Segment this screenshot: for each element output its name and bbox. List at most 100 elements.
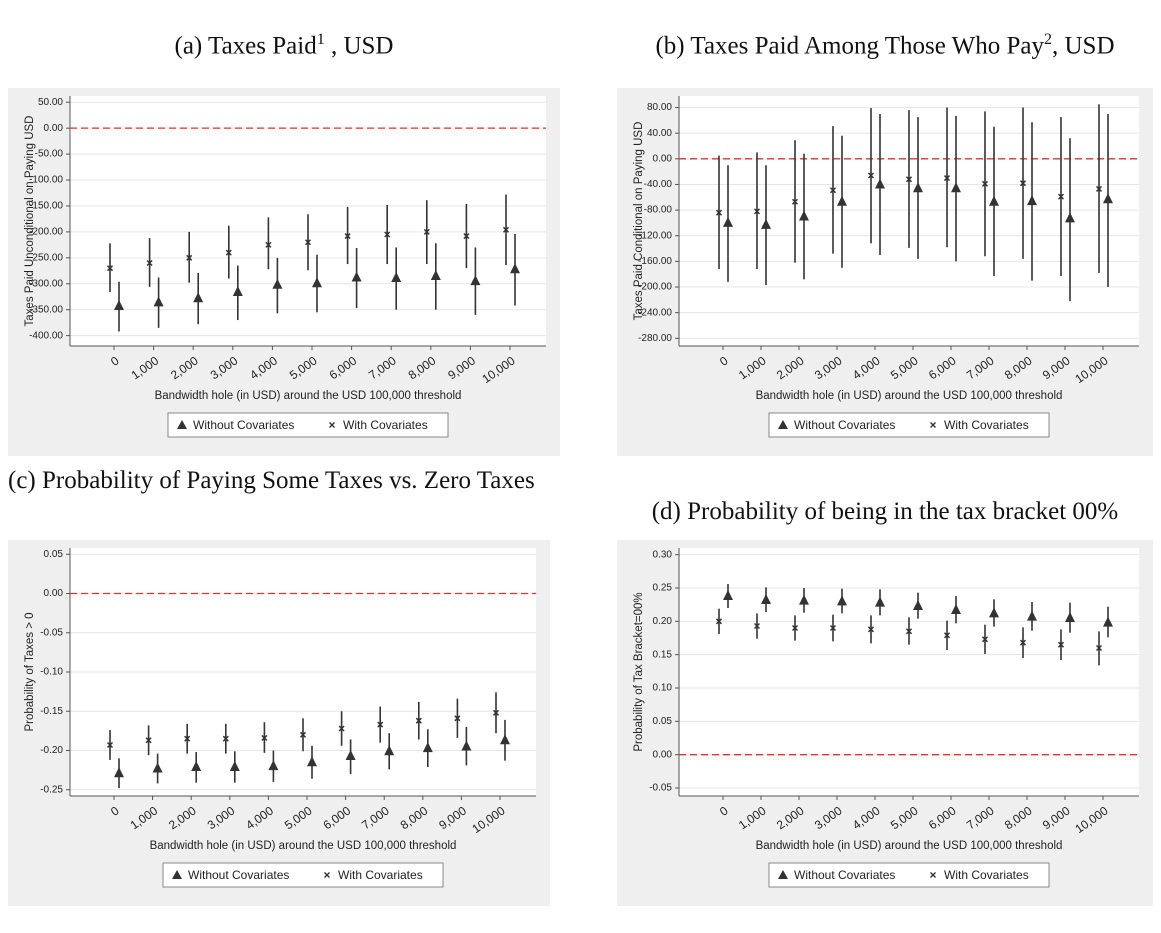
x-axis-label: Bandwidth hole (in USD) around the USD 1… bbox=[756, 390, 1063, 402]
marker bbox=[510, 263, 520, 274]
y-axis-label: Probability of Tax Bracket=00% bbox=[633, 592, 645, 751]
legend-box bbox=[768, 862, 1050, 888]
marker bbox=[422, 742, 433, 753]
marker bbox=[377, 721, 384, 728]
marker bbox=[345, 749, 356, 760]
marker bbox=[222, 735, 229, 742]
marker bbox=[1027, 195, 1037, 206]
marker bbox=[715, 209, 723, 216]
legend-symbol bbox=[778, 420, 788, 429]
y-tick-label: -160.00 bbox=[638, 256, 672, 267]
x-axis-label: Bandwidth hole (in USD) around the USD 1… bbox=[756, 840, 1063, 852]
marker bbox=[951, 604, 961, 614]
marker bbox=[430, 269, 441, 280]
marker bbox=[299, 731, 307, 738]
y-tick-label: -80.00 bbox=[644, 205, 673, 216]
caption-d: (d) Probability of being in the tax brac… bbox=[651, 498, 1119, 525]
caption-a: (a) Taxes Paid1 , USD bbox=[8, 25, 560, 61]
y-tick-label: -0.15 bbox=[40, 706, 63, 717]
plot-bg bbox=[679, 548, 1139, 796]
y-tick-label: -200.00 bbox=[638, 282, 672, 293]
marker bbox=[943, 632, 951, 639]
marker bbox=[344, 233, 351, 240]
marker bbox=[106, 741, 114, 749]
marker bbox=[114, 300, 124, 311]
marker bbox=[875, 596, 885, 607]
marker bbox=[753, 208, 761, 215]
title-sup: 2 bbox=[1044, 31, 1052, 48]
marker bbox=[981, 180, 989, 187]
y-tick-label: -100.00 bbox=[29, 175, 63, 186]
y-tick-label: -40.00 bbox=[644, 179, 673, 190]
y-tick-label: 0.00 bbox=[44, 123, 64, 134]
marker bbox=[384, 745, 395, 756]
y-tick-label: -400.00 bbox=[29, 330, 63, 341]
chart: 0.050.00-0.05-0.10-0.15-0.20-0.250 1,000 2… bbox=[8, 540, 550, 906]
y-tick-label: 0.15 bbox=[653, 649, 673, 660]
marker bbox=[265, 241, 272, 248]
y-tick-label: -0.05 bbox=[649, 783, 672, 794]
y-tick-label: -350.00 bbox=[29, 304, 63, 315]
marker bbox=[106, 265, 114, 272]
marker bbox=[152, 762, 163, 773]
marker bbox=[951, 182, 961, 193]
marker bbox=[186, 254, 193, 261]
legend-box bbox=[768, 412, 1050, 438]
y-tick-label: -120.00 bbox=[638, 230, 672, 241]
y-tick-label: -250.00 bbox=[29, 252, 63, 263]
y-axis-label: Probability of Taxes > 0 bbox=[24, 612, 36, 731]
y-tick-label: -300.00 bbox=[29, 278, 63, 289]
title: (b) Taxes Paid Among Those Who Pay bbox=[655, 32, 1044, 60]
marker bbox=[153, 296, 164, 307]
marker bbox=[913, 600, 923, 610]
marker bbox=[229, 760, 240, 771]
marker bbox=[989, 195, 999, 206]
marker bbox=[415, 717, 422, 724]
marker bbox=[943, 175, 951, 182]
marker bbox=[463, 233, 470, 240]
marker bbox=[1057, 641, 1065, 648]
legend-label: Without Covariates bbox=[188, 868, 289, 882]
marker bbox=[384, 231, 391, 238]
marker bbox=[1095, 185, 1103, 192]
marker bbox=[1095, 644, 1103, 652]
legend-symbol bbox=[930, 872, 936, 878]
marker bbox=[753, 622, 761, 630]
y-tick-label: -280.00 bbox=[638, 333, 672, 344]
legend-symbol bbox=[324, 872, 330, 878]
marker bbox=[791, 198, 799, 205]
marker bbox=[193, 292, 204, 303]
y-tick-label: 0.20 bbox=[653, 616, 673, 627]
marker bbox=[225, 249, 232, 256]
marker bbox=[1065, 212, 1075, 223]
y-tick-label: 0.25 bbox=[653, 583, 673, 594]
marker bbox=[723, 216, 733, 227]
caption-b: (b) Taxes Paid Among Those Who Pay2, USD bbox=[610, 25, 1160, 61]
y-tick-label: 0.00 bbox=[44, 588, 64, 599]
y-tick-label: -240.00 bbox=[638, 307, 672, 318]
y-tick-label: -0.10 bbox=[40, 667, 63, 678]
marker bbox=[351, 271, 362, 282]
marker bbox=[1019, 639, 1027, 646]
marker bbox=[304, 239, 312, 246]
x-axis-label: Bandwidth hole (in USD) around the USD 1… bbox=[150, 840, 457, 852]
marker bbox=[867, 626, 875, 633]
title: (a) Taxes Paid bbox=[174, 32, 317, 60]
title-sup: 1 bbox=[316, 31, 325, 48]
y-tick-label: -0.05 bbox=[40, 627, 63, 638]
chart: 0.300.250.200.150.100.050.00-0.050 1,000 2… bbox=[617, 540, 1153, 906]
marker bbox=[500, 734, 510, 745]
y-tick-label: 0.00 bbox=[653, 153, 673, 164]
marker bbox=[1027, 610, 1037, 621]
y-tick-label: 0.00 bbox=[653, 749, 673, 760]
caption-c: (c) Probability of Paying Some Taxes vs.… bbox=[8, 467, 535, 494]
legend-symbol bbox=[177, 420, 187, 429]
marker bbox=[791, 624, 799, 632]
legend-label: Without Covariates bbox=[794, 868, 895, 882]
marker bbox=[502, 226, 510, 233]
marker bbox=[799, 594, 809, 605]
marker bbox=[307, 756, 317, 767]
legend-symbol bbox=[329, 422, 335, 428]
chart: 80.00 40.00 0.00 -40.00 -80.00 -120.00 -160.00… bbox=[617, 88, 1153, 456]
